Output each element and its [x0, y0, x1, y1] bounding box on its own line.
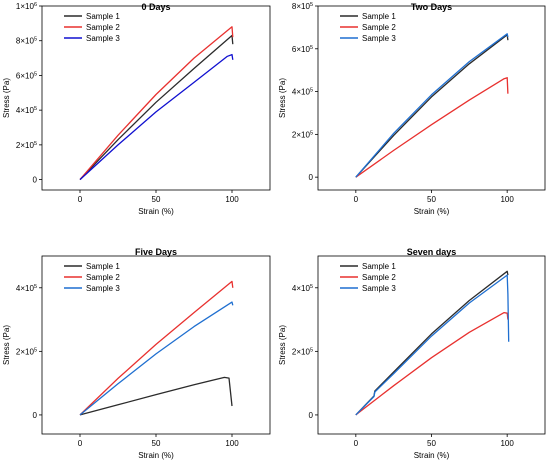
y-tick-label: 2×105	[292, 347, 313, 356]
chart-title: 0 Days	[141, 2, 170, 12]
chart-title: Five Days	[135, 247, 177, 257]
y-tick-label: 2×105	[16, 141, 37, 150]
chart-panel-1: 0 Days 0 50 100 0 2×105 4×105 6×105 8×105 1×106 St…	[2, 2, 271, 216]
x-tick-label: 0	[354, 439, 359, 448]
x-tick-label: 0	[78, 439, 83, 448]
chart-panel-2: Two Days 0 50 100 0 2×105 4×105 6×105 8×105 Strai…	[278, 2, 546, 216]
x-tick-label: 100	[500, 439, 514, 448]
x-tick-label: 50	[427, 195, 436, 204]
y-tick-label: 4×105	[292, 88, 313, 97]
y-axis-label: Stress (Pa)	[278, 78, 287, 118]
y-tick-label: 8×105	[16, 37, 37, 46]
y-tick-label: 0	[33, 411, 38, 420]
x-axis-label: Strain (%)	[138, 451, 174, 460]
legend-label-1: Sample 1	[86, 12, 120, 21]
chart-title: Seven days	[407, 247, 457, 257]
y-tick-label: 1×106	[16, 2, 37, 11]
y-axis-label: Stress (Pa)	[2, 78, 11, 118]
y-tick-label: 8×105	[292, 2, 313, 11]
y-tick-label: 0	[309, 173, 314, 182]
chart-panel-4: Seven days 0 50 100 0 2×105 4×105 Strain (%) Str…	[278, 247, 546, 460]
y-tick-label: 4×105	[16, 284, 37, 293]
legend-label-3: Sample 3	[86, 34, 120, 43]
y-tick-label: 2×105	[292, 130, 313, 139]
x-tick-label: 100	[225, 439, 239, 448]
x-tick-label: 100	[500, 195, 514, 204]
series-line-2	[79, 280, 234, 416]
legend-label-2: Sample 2	[86, 273, 120, 282]
x-axis-label: Strain (%)	[414, 451, 450, 460]
series-line-1	[355, 34, 509, 178]
x-tick-label: 0	[78, 195, 83, 204]
legend-label-2: Sample 2	[362, 23, 396, 32]
series-line-3	[355, 33, 509, 178]
legend-label-1: Sample 1	[362, 12, 396, 21]
y-axis-label: Stress (Pa)	[278, 325, 287, 365]
series-line-2	[355, 77, 509, 178]
series-line-2	[355, 311, 509, 416]
y-tick-label: 6×105	[292, 45, 313, 54]
x-tick-label: 50	[152, 195, 161, 204]
x-tick-label: 100	[225, 195, 239, 204]
y-axis-label: Stress (Pa)	[2, 325, 11, 365]
legend-label-1: Sample 1	[86, 262, 120, 271]
series-line-3	[355, 274, 510, 416]
series-line-3	[79, 53, 234, 181]
legend-label-1: Sample 1	[362, 262, 396, 271]
plot-frame	[41, 5, 271, 191]
x-tick-label: 0	[354, 195, 359, 204]
legend-label-3: Sample 3	[86, 284, 120, 293]
x-axis-label: Strain (%)	[138, 207, 174, 216]
legend-label-3: Sample 3	[362, 284, 396, 293]
y-tick-label: 2×105	[16, 347, 37, 356]
series-line-1	[79, 376, 233, 416]
plot-frame	[317, 5, 546, 191]
plot-frame	[317, 255, 546, 435]
y-tick-label: 6×105	[16, 71, 37, 80]
y-tick-label: 4×105	[292, 284, 313, 293]
y-tick-label: 4×105	[16, 106, 37, 115]
legend-label-2: Sample 2	[86, 23, 120, 32]
x-tick-label: 50	[427, 439, 436, 448]
series-line-3	[79, 301, 234, 416]
y-tick-label: 0	[309, 411, 314, 420]
x-axis-label: Strain (%)	[414, 207, 450, 216]
legend-label-3: Sample 3	[362, 34, 396, 43]
legend-label-2: Sample 2	[362, 273, 396, 282]
y-tick-label: 0	[33, 176, 38, 185]
x-tick-label: 50	[152, 439, 161, 448]
chart-panel-3: Five Days 0 50 100 0 2×105 4×105 Strain (%) Stre…	[2, 247, 271, 460]
chart-title: Two Days	[411, 2, 452, 12]
series-line-2	[79, 26, 234, 181]
